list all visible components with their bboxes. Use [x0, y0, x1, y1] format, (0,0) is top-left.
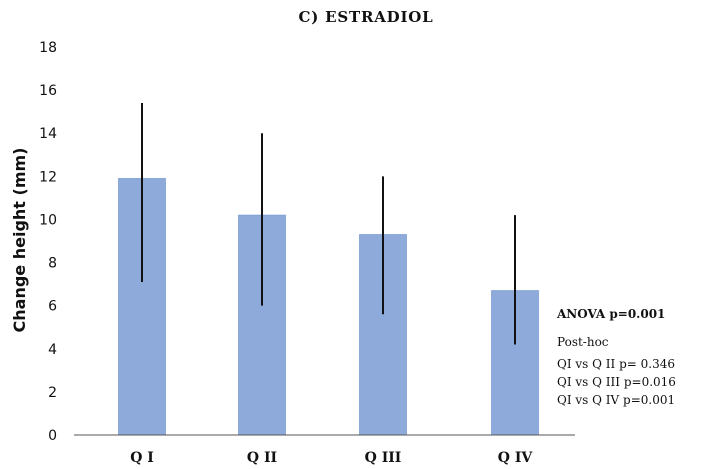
x-tick-label: Q I	[130, 450, 154, 466]
posthoc-line-2: QI vs Q III p=0.016	[557, 375, 676, 389]
x-tick-label: Q II	[247, 450, 277, 466]
y-tick-label: 12	[39, 169, 57, 185]
anova-annotation: ANOVA p=0.001	[556, 307, 665, 321]
y-tick-label: 18	[39, 40, 57, 56]
y-tick-label: 4	[48, 342, 57, 358]
y-tick-label: 14	[39, 126, 57, 142]
posthoc-line-1: QI vs Q II p= 0.346	[557, 357, 675, 371]
y-axis-ticks: 0 2 4 6 8 10 12 14 16 18	[39, 40, 57, 444]
bars-group	[118, 178, 539, 436]
y-tick-label: 0	[48, 428, 57, 444]
chart-title: C) ESTRADIOL	[298, 8, 433, 26]
y-tick-label: 2	[48, 385, 57, 401]
y-axis-label: Change height (mm)	[10, 148, 29, 333]
posthoc-line-3: QI vs Q IV p=0.001	[557, 393, 675, 407]
posthoc-title: Post-hoc	[557, 335, 609, 349]
y-tick-label: 6	[48, 299, 57, 315]
y-tick-label: 8	[48, 256, 57, 272]
x-axis-ticks: Q I Q II Q III Q IV	[130, 450, 533, 466]
y-tick-label: 16	[39, 83, 57, 99]
stats-annotation: ANOVA p=0.001 Post-hoc QI vs Q II p= 0.3…	[556, 307, 676, 407]
x-tick-label: Q IV	[498, 450, 534, 466]
y-tick-label: 10	[39, 212, 57, 228]
error-bars-group	[141, 103, 516, 345]
x-tick-label: Q III	[365, 450, 402, 466]
